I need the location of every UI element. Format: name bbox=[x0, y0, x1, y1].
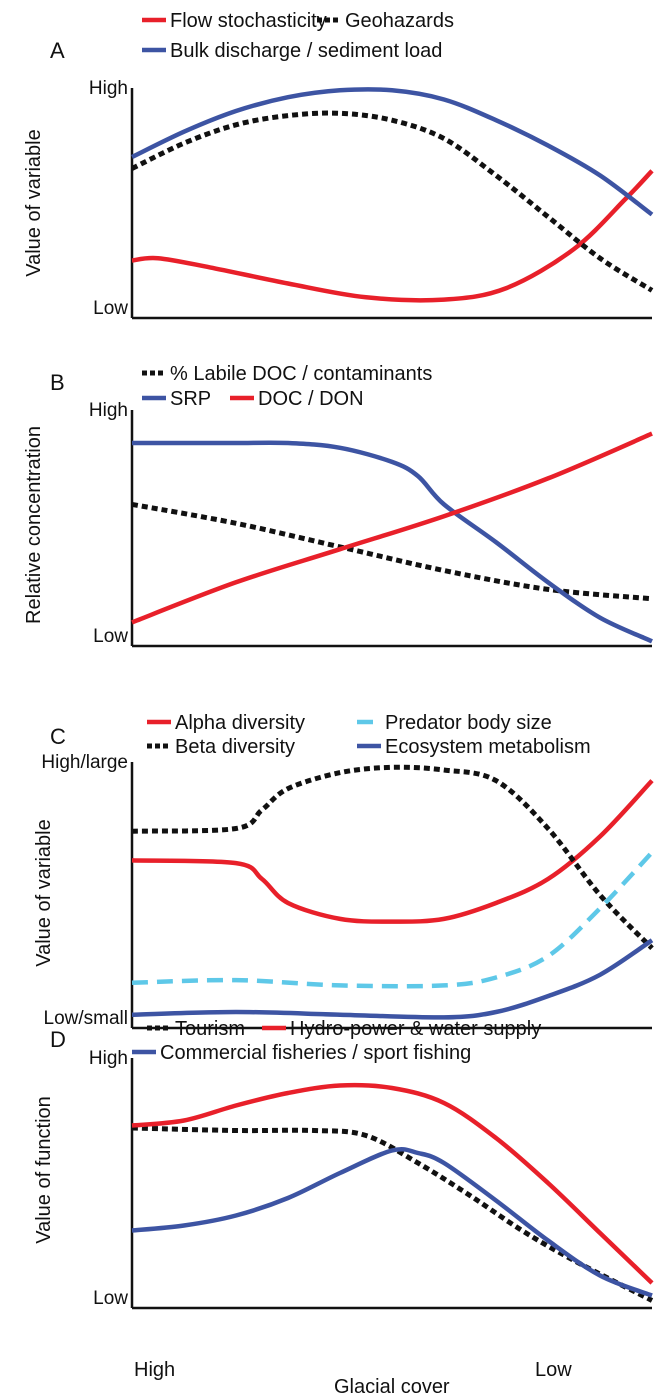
y-tick-low: Low bbox=[93, 1288, 128, 1309]
legend-label: SRP bbox=[170, 388, 211, 410]
panel-d: D Tourism Hydro-power & water supplyCommer… bbox=[33, 1018, 654, 1310]
y-tick-low: Low bbox=[93, 298, 128, 319]
legend-label: Bulk discharge / sediment load bbox=[170, 40, 442, 62]
legend-label: Hydro-power & water supply bbox=[290, 1018, 541, 1040]
series-line-labile-doc-contaminants bbox=[131, 501, 653, 602]
series-line-beta-diversity bbox=[131, 764, 654, 950]
y-tick-high: High bbox=[89, 400, 128, 421]
panel-letter: C bbox=[50, 724, 66, 749]
y-tick-high: High/large bbox=[41, 752, 128, 773]
panels: A Flow stochasticity Geohazards Bulk discha… bbox=[23, 10, 654, 1310]
x-tick-low: Low bbox=[535, 1359, 572, 1381]
panel-letter: A bbox=[50, 38, 65, 63]
legend-label: DOC / DON bbox=[258, 388, 364, 410]
legend-label: % Labile DOC / contaminants bbox=[170, 363, 432, 385]
series-line-srp bbox=[132, 440, 653, 644]
y-axis-label: Relative concentration bbox=[23, 426, 45, 624]
panel-c: C Alpha diversity Predator body size Beta d… bbox=[33, 712, 654, 1030]
legend-label: Ecosystem metabolism bbox=[385, 736, 591, 758]
series-line-predator-body-size bbox=[131, 850, 654, 989]
x-axis-title: Glacial cover bbox=[334, 1376, 450, 1398]
legend-label: Flow stochasticity bbox=[170, 10, 327, 32]
series-line-commercial-fisheries-sport-fishing bbox=[131, 1146, 653, 1298]
series-line-tourism bbox=[131, 1125, 654, 1303]
panel-letter: D bbox=[50, 1027, 66, 1052]
legend-label: Tourism bbox=[175, 1018, 245, 1040]
series-line-hydro-power-water-supply bbox=[131, 1082, 654, 1285]
series-line-alpha-diversity bbox=[131, 779, 654, 924]
panel-letter: B bbox=[50, 370, 65, 395]
legend-label: Geohazards bbox=[345, 10, 454, 32]
y-axis-label: Value of variable bbox=[33, 819, 55, 967]
series-line-ecosystem-metabolism bbox=[131, 938, 654, 1020]
y-axis-label: Value of variable bbox=[23, 129, 45, 277]
legend-label: Commercial fisheries / sport fishing bbox=[160, 1042, 471, 1064]
legend-label: Beta diversity bbox=[175, 736, 295, 758]
y-tick-low: Low bbox=[93, 626, 128, 647]
series-line-doc-don bbox=[131, 431, 653, 625]
panel-b: B % Labile DOC / contaminants SRP DOC / DON… bbox=[23, 363, 653, 648]
y-tick-high: High bbox=[89, 78, 128, 99]
y-axis-label: Value of function bbox=[33, 1096, 55, 1244]
y-tick-high: High bbox=[89, 1048, 128, 1069]
panel-a: A Flow stochasticity Geohazards Bulk discha… bbox=[23, 10, 654, 320]
y-tick-low: Low/small bbox=[44, 1008, 128, 1029]
series-line-geohazards bbox=[130, 110, 654, 293]
x-tick-high: High bbox=[134, 1359, 175, 1381]
series-line-flow-stochasticity bbox=[131, 169, 654, 303]
series-line-bulk-discharge-sediment-load bbox=[131, 87, 654, 217]
legend-label: Alpha diversity bbox=[175, 712, 305, 734]
legend-label: Predator body size bbox=[385, 712, 552, 734]
